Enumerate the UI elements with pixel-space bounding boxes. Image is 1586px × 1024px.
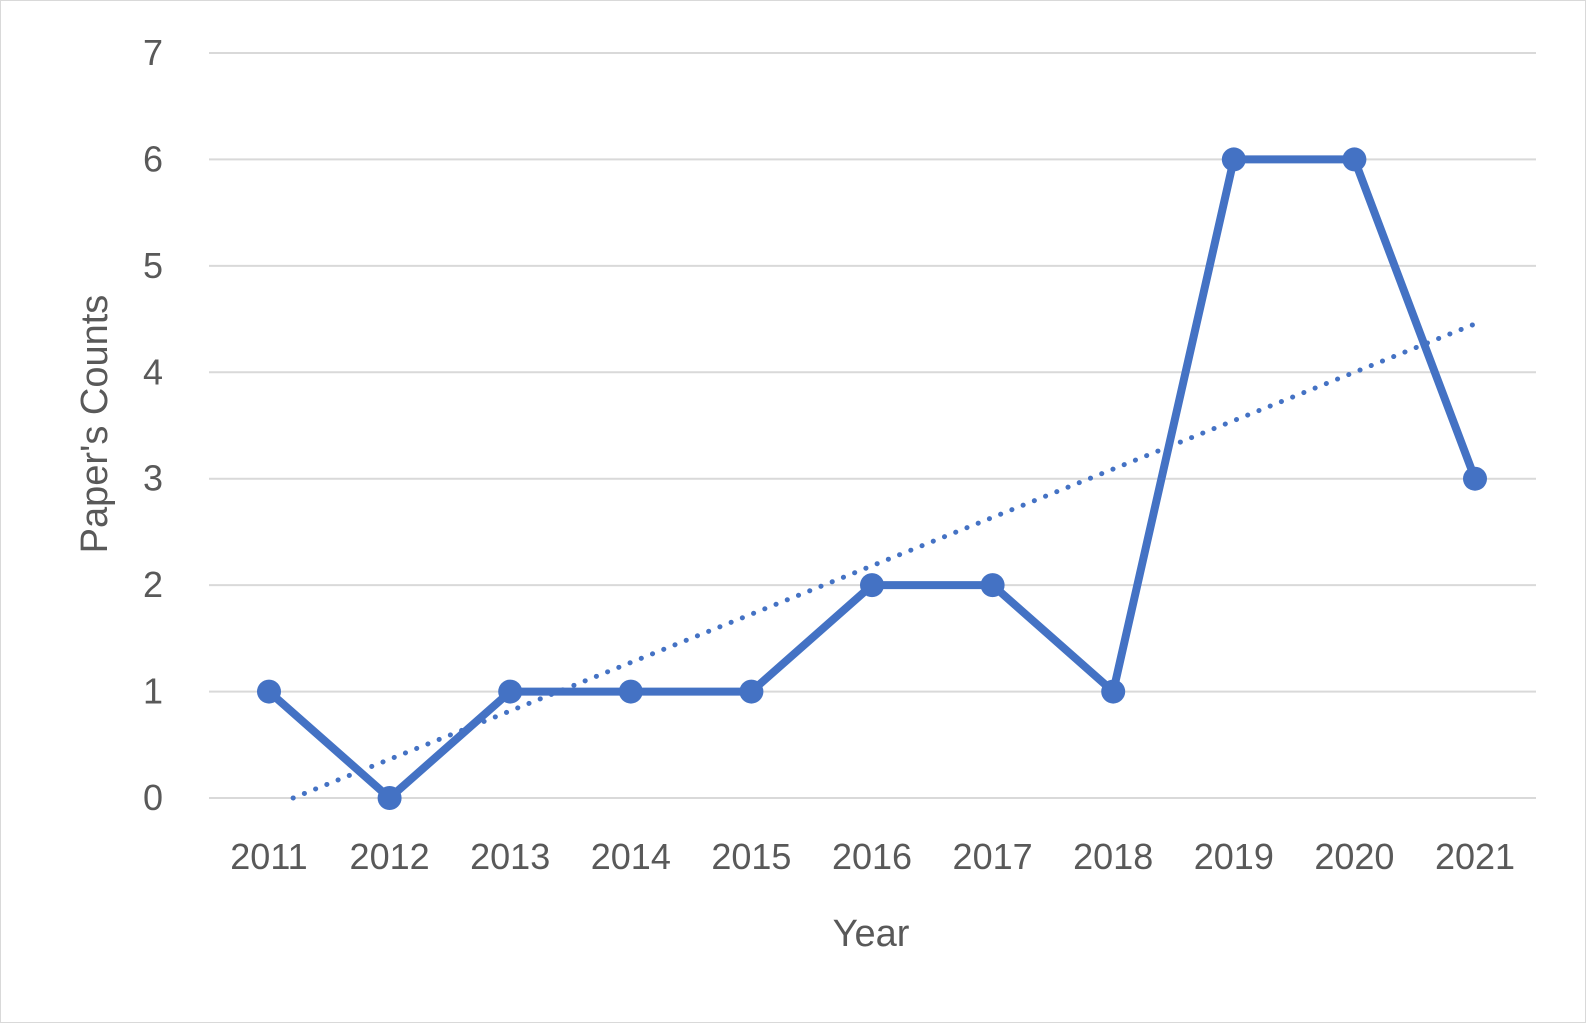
gridlines (209, 52, 1536, 799)
x-tick-label: 2011 (230, 836, 307, 877)
y-axis-title: Paper's Counts (74, 295, 116, 554)
y-tick-label: 7 (143, 32, 163, 73)
markers-group (257, 147, 1487, 810)
data-point-2015 (739, 679, 764, 704)
y-tick-label: 4 (143, 351, 163, 392)
y-tick-label: 3 (143, 458, 163, 499)
x-axis-ticks: 2011 2012 2013 2014 2015 2016 2017 2018 2019 2020… (230, 836, 1515, 877)
data-point-2012 (377, 786, 402, 810)
x-tick-label: 2014 (591, 836, 671, 877)
data-point-2011 (257, 679, 281, 704)
x-tick-label: 2015 (711, 836, 791, 877)
data-point-2019 (1221, 147, 1246, 172)
y-tick-label: 1 (143, 671, 163, 712)
x-tick-label: 2019 (1194, 836, 1274, 877)
y-tick-label: 2 (143, 564, 163, 605)
x-tick-label: 2013 (470, 836, 550, 877)
x-tick-label: 2017 (953, 836, 1033, 877)
x-tick-label: 2012 (350, 836, 430, 877)
y-tick-label: 0 (143, 777, 163, 818)
x-tick-label: 2021 (1435, 836, 1515, 877)
data-point-2017 (980, 573, 1005, 598)
x-tick-label: 2020 (1314, 836, 1394, 877)
y-tick-label: 5 (143, 245, 163, 286)
data-point-2018 (1101, 679, 1126, 704)
x-axis-title: Year (833, 913, 910, 955)
data-point-2013 (498, 679, 523, 704)
x-tick-label: 2016 (832, 836, 912, 877)
y-tick-label: 6 (143, 138, 163, 179)
x-tick-label: 2018 (1073, 836, 1153, 877)
data-point-2021 (1463, 466, 1487, 491)
data-point-2016 (860, 573, 884, 598)
data-point-2014 (618, 679, 643, 704)
y-axis-ticks: 0 1 2 3 4 5 6 7 (143, 32, 163, 818)
data-point-2020 (1342, 147, 1367, 172)
